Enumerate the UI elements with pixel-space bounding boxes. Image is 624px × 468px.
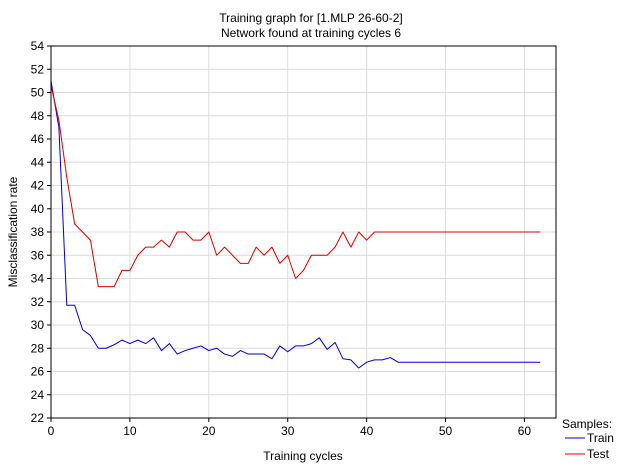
x-tick-label: 50 <box>439 424 453 438</box>
y-tick-label: 38 <box>31 225 45 239</box>
y-tick-label: 50 <box>31 86 45 100</box>
y-tick-label: 48 <box>31 109 45 123</box>
y-tick-label: 34 <box>31 272 45 286</box>
series-line-train <box>50 80 541 369</box>
y-tick-label: 40 <box>31 202 45 216</box>
axis-ticks: 0 10 20 30 40 50 60 22 24 26 28 30 32 34 36 38 40 42 44 46 4… <box>31 39 532 438</box>
legend: Samples: Train Test <box>562 417 614 461</box>
y-tick-label: 26 <box>31 365 45 379</box>
chart-title: Training graph for [1.MLP 26-60-2] <box>219 11 402 25</box>
y-tick-label: 54 <box>31 39 45 53</box>
legend-title: Samples: <box>562 417 612 431</box>
x-tick-label: 0 <box>48 424 55 438</box>
x-tick-label: 30 <box>281 424 295 438</box>
chart-subtitle: Network found at training cycles 6 <box>221 26 401 40</box>
legend-label-train: Train <box>587 431 614 445</box>
y-tick-label: 52 <box>31 62 45 76</box>
y-axis-label: Misclassification rate <box>6 176 20 287</box>
y-tick-label: 30 <box>31 318 45 332</box>
series-line-test <box>50 85 541 288</box>
legend-label-test: Test <box>587 447 610 461</box>
y-tick-label: 42 <box>31 179 45 193</box>
x-axis-label: Training cycles <box>263 449 343 463</box>
x-tick-label: 60 <box>518 424 532 438</box>
y-tick-label: 22 <box>31 411 45 425</box>
x-tick-label: 10 <box>123 424 137 438</box>
y-tick-label: 28 <box>31 341 45 355</box>
x-tick-label: 20 <box>202 424 216 438</box>
y-tick-label: 32 <box>31 295 45 309</box>
x-tick-label: 40 <box>360 424 374 438</box>
y-tick-label: 44 <box>31 155 45 169</box>
y-tick-label: 46 <box>31 132 45 146</box>
y-tick-label: 36 <box>31 248 45 262</box>
series-lines <box>50 80 541 369</box>
y-tick-label: 24 <box>31 388 45 402</box>
